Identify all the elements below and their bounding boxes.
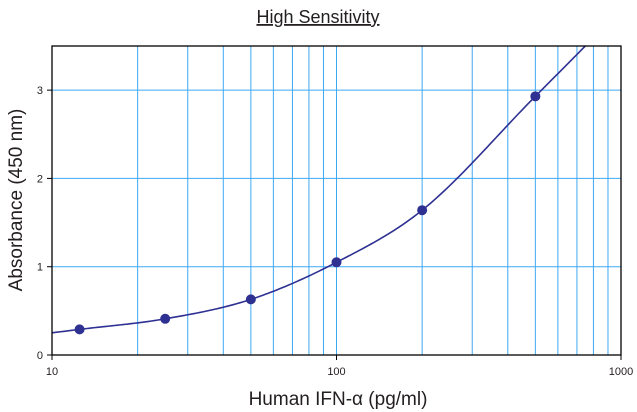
data-point (245, 294, 256, 305)
x-tick-label: 100 (327, 366, 345, 378)
y-tick-label: 3 (37, 85, 43, 97)
y-tick-label: 1 (37, 262, 43, 274)
plot-area: 0 1 2 3 10 100 1000 (37, 45, 633, 378)
y-axis-label: Absorbance (450 nm) (6, 109, 27, 292)
y-tick-label: 2 (37, 173, 43, 185)
data-point (160, 313, 171, 324)
data-point (74, 324, 85, 335)
x-tick-label: 10 (46, 366, 58, 378)
data-point (331, 257, 342, 268)
x-axis-label: Human IFN-α (pg/ml) (249, 389, 428, 410)
data-point (417, 205, 428, 216)
chart-title: High Sensitivity (256, 7, 379, 27)
x-tick-label: 1000 (609, 366, 633, 378)
y-tick-label: 0 (37, 350, 43, 362)
data-point (530, 91, 541, 102)
